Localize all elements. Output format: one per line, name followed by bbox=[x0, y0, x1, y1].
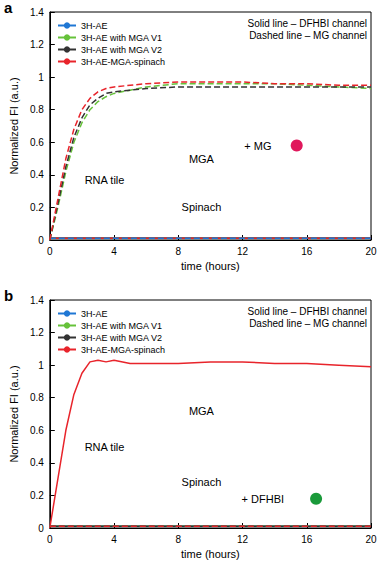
svg-text:Solid line – DFHBI channel: Solid line – DFHBI channel bbox=[247, 18, 367, 29]
svg-text:0.2: 0.2 bbox=[30, 490, 44, 501]
svg-text:Spinach: Spinach bbox=[182, 476, 222, 488]
svg-text:MGA: MGA bbox=[189, 153, 215, 165]
svg-text:4: 4 bbox=[111, 246, 117, 257]
svg-text:3H-AE with MGA V2: 3H-AE with MGA V2 bbox=[81, 333, 162, 343]
svg-text:0: 0 bbox=[38, 523, 44, 534]
svg-text:12: 12 bbox=[237, 534, 249, 545]
svg-text:1.4: 1.4 bbox=[30, 295, 44, 306]
svg-text:0: 0 bbox=[47, 534, 53, 545]
svg-text:8: 8 bbox=[175, 246, 181, 257]
svg-text:1.2: 1.2 bbox=[30, 39, 44, 50]
svg-text:20: 20 bbox=[365, 534, 377, 545]
svg-text:0: 0 bbox=[38, 235, 44, 246]
svg-text:+ MG: + MG bbox=[244, 140, 271, 152]
svg-text:time (hours): time (hours) bbox=[181, 548, 240, 560]
svg-text:0.6: 0.6 bbox=[30, 425, 44, 436]
svg-text:3H-AE: 3H-AE bbox=[81, 21, 108, 31]
svg-text:0.8: 0.8 bbox=[30, 104, 44, 115]
svg-text:0.4: 0.4 bbox=[30, 169, 44, 180]
svg-text:3H-AE: 3H-AE bbox=[81, 309, 108, 319]
svg-text:12: 12 bbox=[237, 246, 249, 257]
svg-text:Dashed line – MG channel: Dashed line – MG channel bbox=[249, 318, 367, 329]
svg-text:1.4: 1.4 bbox=[30, 7, 44, 18]
svg-text:3H-AE-MGA-spinach: 3H-AE-MGA-spinach bbox=[81, 57, 165, 67]
svg-text:RNA tile: RNA tile bbox=[85, 174, 125, 186]
svg-text:1.2: 1.2 bbox=[30, 327, 44, 338]
svg-text:Normalized FI (a.u.): Normalized FI (a.u.) bbox=[8, 77, 20, 174]
svg-text:1: 1 bbox=[38, 360, 44, 371]
svg-text:RNA tile: RNA tile bbox=[85, 441, 125, 453]
svg-text:16: 16 bbox=[301, 246, 313, 257]
svg-text:0.4: 0.4 bbox=[30, 457, 44, 468]
svg-text:MGA: MGA bbox=[189, 405, 215, 417]
svg-text:Spinach: Spinach bbox=[182, 201, 222, 213]
svg-text:3H-AE-MGA-spinach: 3H-AE-MGA-spinach bbox=[81, 345, 165, 355]
svg-text:0.8: 0.8 bbox=[30, 392, 44, 403]
svg-text:20: 20 bbox=[365, 246, 377, 257]
svg-text:a: a bbox=[4, 0, 13, 16]
svg-text:+ DFHBI: + DFHBI bbox=[242, 493, 284, 505]
svg-text:time (hours): time (hours) bbox=[181, 260, 240, 272]
svg-text:b: b bbox=[4, 287, 13, 304]
svg-text:Solid line – DFHBI channel: Solid line – DFHBI channel bbox=[247, 306, 367, 317]
svg-text:3H-AE with MGA V2: 3H-AE with MGA V2 bbox=[81, 45, 162, 55]
svg-text:Normalized FI (a.u.): Normalized FI (a.u.) bbox=[8, 365, 20, 462]
svg-text:3H-AE with MGA V1: 3H-AE with MGA V1 bbox=[81, 33, 162, 43]
svg-text:0: 0 bbox=[47, 246, 53, 257]
svg-text:3H-AE with MGA V1: 3H-AE with MGA V1 bbox=[81, 321, 162, 331]
svg-text:0.6: 0.6 bbox=[30, 137, 44, 148]
svg-text:4: 4 bbox=[111, 534, 117, 545]
svg-text:Dashed line – MG channel: Dashed line – MG channel bbox=[249, 30, 367, 41]
svg-text:1: 1 bbox=[38, 72, 44, 83]
svg-text:16: 16 bbox=[301, 534, 313, 545]
svg-text:8: 8 bbox=[175, 534, 181, 545]
svg-text:0.2: 0.2 bbox=[30, 202, 44, 213]
